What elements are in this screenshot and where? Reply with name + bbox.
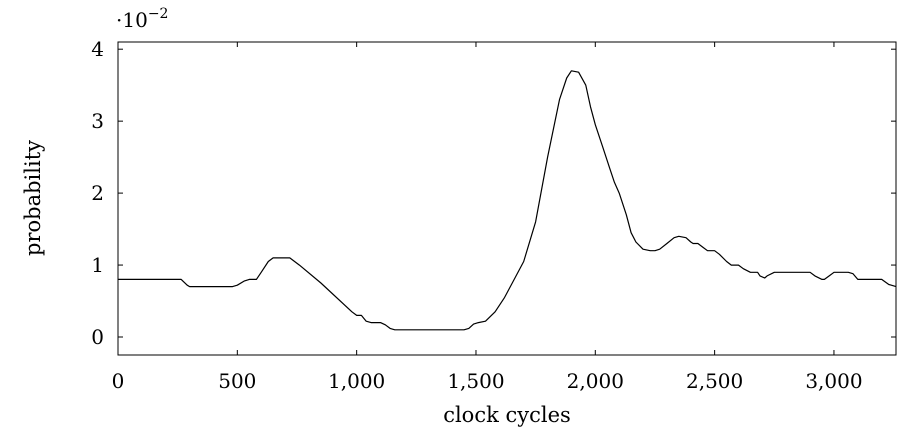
series-line-0	[118, 70, 897, 331]
y-tick-label: 4	[91, 37, 104, 61]
y-axis-ticks: 0 1 2 3 4	[91, 37, 896, 349]
y-scale-factor-base: ·10	[116, 8, 148, 32]
x-tick-label: 1,500	[447, 369, 504, 393]
y-tick-label: 2	[91, 181, 104, 205]
x-tick-label: 0	[112, 369, 125, 393]
y-scale-factor-exponent: −2	[148, 6, 169, 22]
x-tick-label: 2,000	[567, 369, 624, 393]
series-layer	[118, 70, 897, 331]
x-tick-label: 3,000	[805, 369, 862, 393]
plot-frame	[117, 41, 897, 356]
y-axis-label: probability	[21, 140, 45, 256]
x-tick-label: 2,500	[686, 369, 743, 393]
y-scale-factor-label: ·10−2	[116, 6, 168, 32]
x-tick-label: 500	[218, 369, 256, 393]
x-axis-label: clock cycles	[443, 403, 571, 427]
y-tick-label: 0	[91, 325, 104, 349]
x-axis-ticks: 0 500 1,000 1,500 2,000 2,500 3,000	[112, 42, 863, 393]
y-tick-label: 1	[91, 253, 104, 277]
y-tick-label: 3	[91, 109, 104, 133]
x-tick-label: 1,000	[328, 369, 385, 393]
